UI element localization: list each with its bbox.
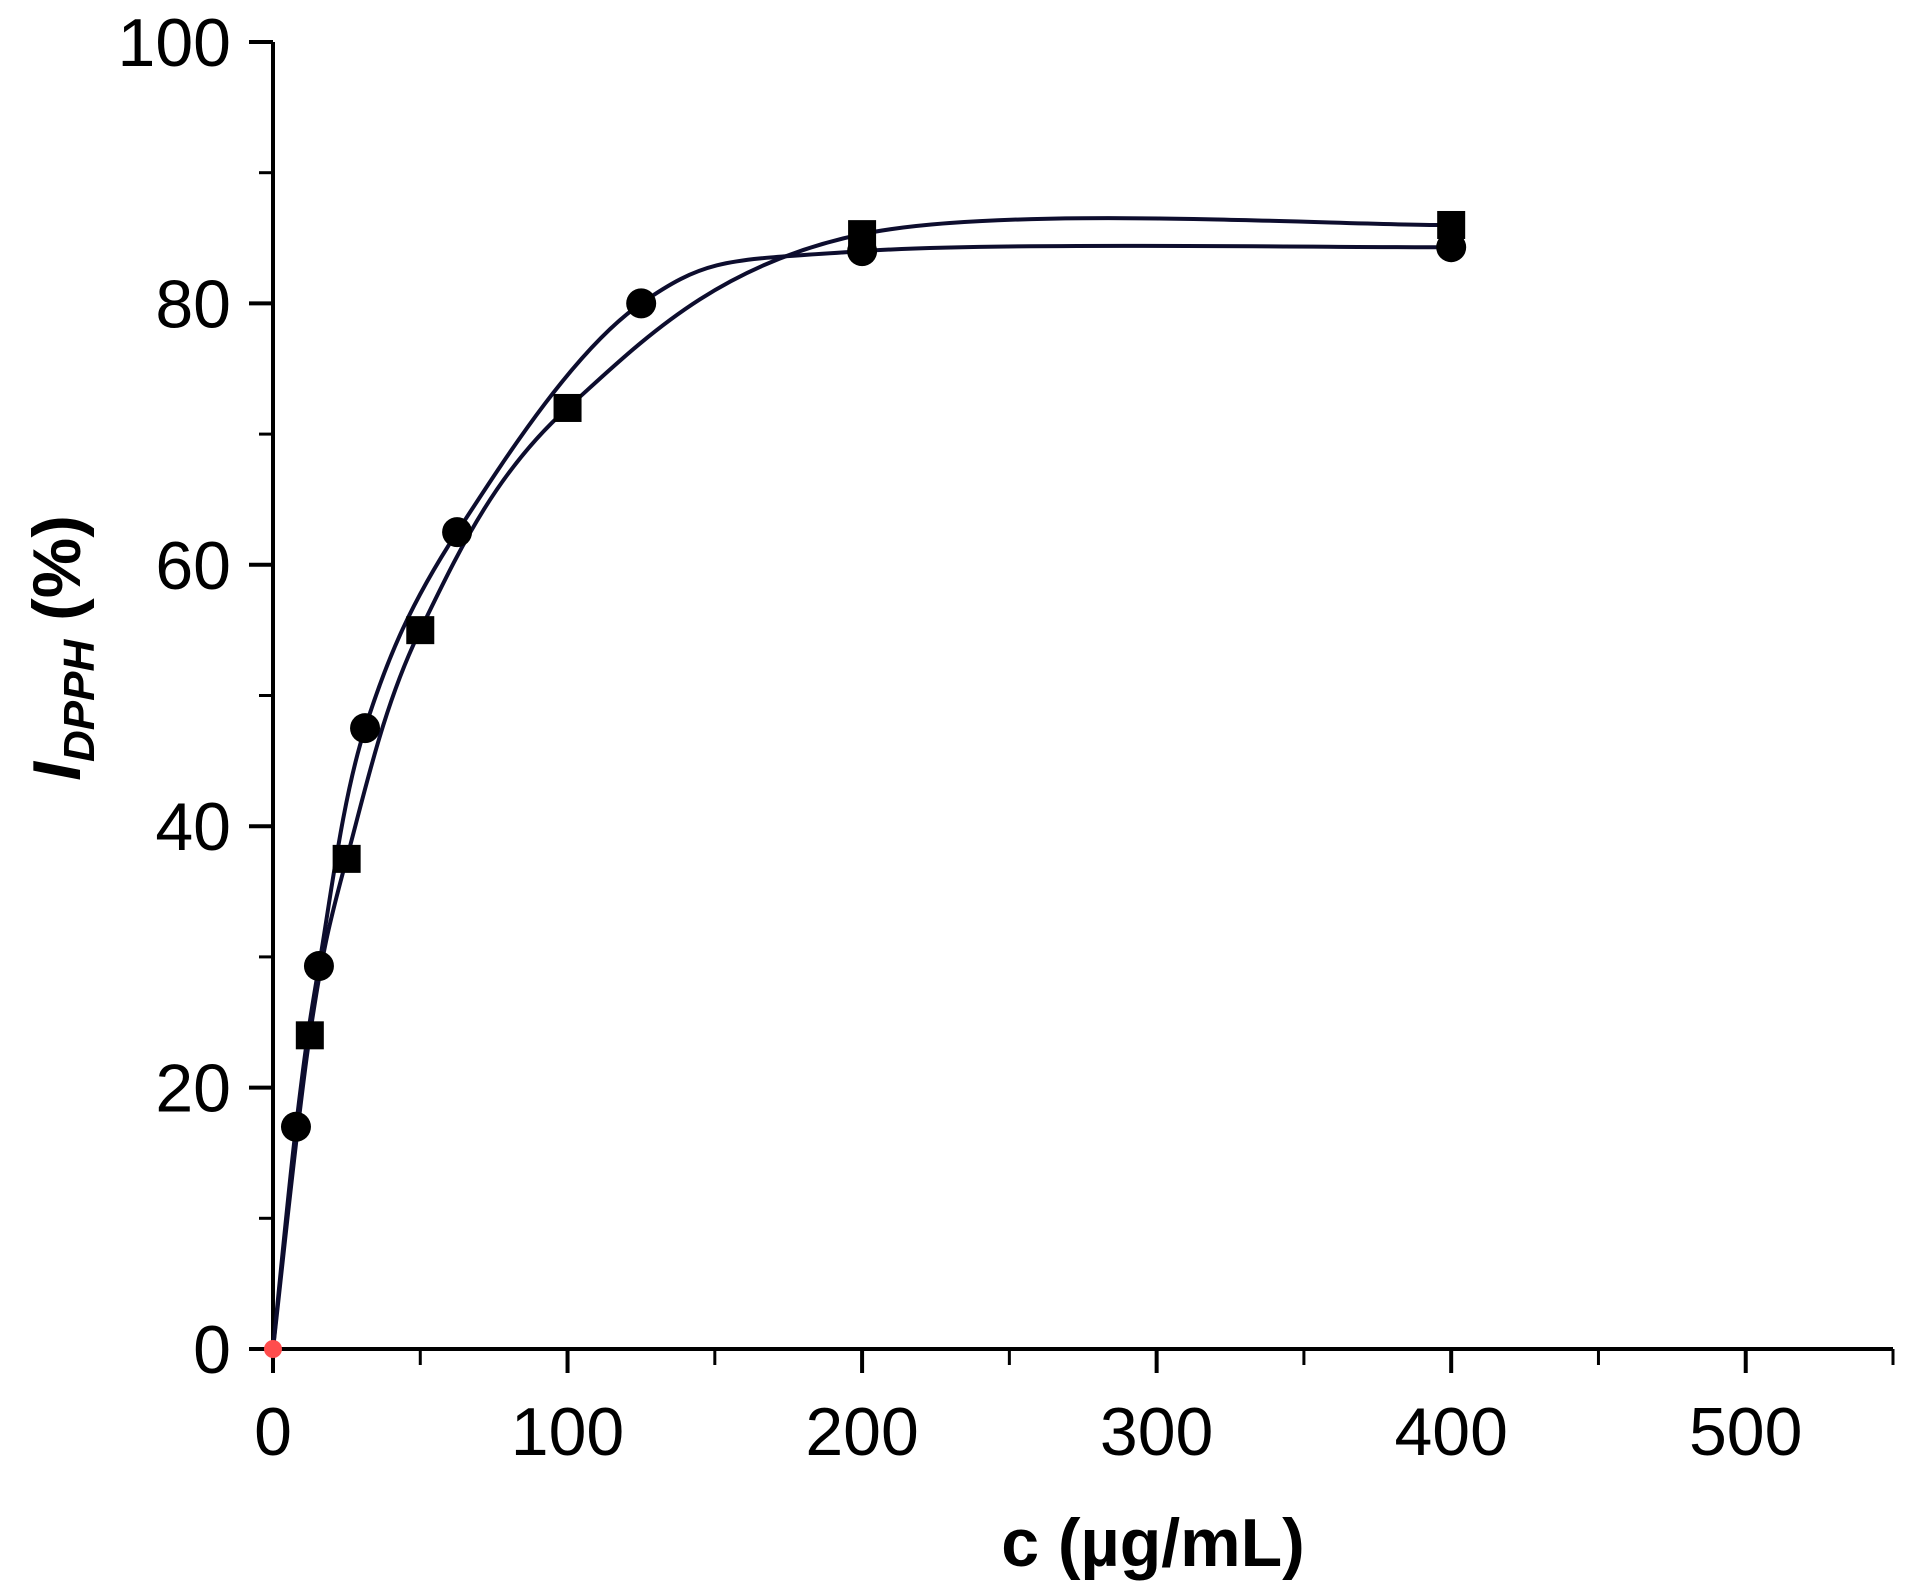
x-tick-label: 400 — [1394, 1394, 1507, 1470]
fit-curves — [271, 216, 1452, 1350]
y-axis-title-main: I — [19, 760, 95, 781]
x-tick-label: 200 — [805, 1394, 918, 1470]
square-marker — [406, 616, 435, 645]
square-marker — [553, 393, 582, 422]
y-tick-label: 20 — [155, 1051, 231, 1127]
x-tick-label: 500 — [1689, 1394, 1802, 1470]
axes — [271, 42, 1893, 1351]
y-tick-label: 80 — [155, 266, 231, 342]
circle-marker — [847, 236, 878, 267]
x-axis-title: c (µg/mL) — [1001, 1505, 1305, 1581]
circle-marker — [280, 1111, 311, 1142]
square-marker — [295, 1021, 324, 1050]
y-axis-title-subscript: DPPH — [55, 639, 104, 762]
y-tick-label: 0 — [193, 1312, 231, 1388]
circle-marker — [442, 517, 473, 548]
x-tick-label: 300 — [1100, 1394, 1213, 1470]
ticks: 0 100 200 300 400 500 0 20 40 60 80 100 — [118, 5, 1895, 1470]
circle-marker — [626, 288, 657, 319]
circle-marker — [303, 951, 334, 982]
fit-curve-square — [271, 216, 1452, 1350]
circle-marker — [1436, 232, 1467, 263]
circle-marker — [350, 713, 381, 744]
y-axis-title-unit: (%) — [19, 515, 95, 640]
y-tick-label: 40 — [155, 789, 231, 865]
origin-marker — [264, 1340, 282, 1358]
y-axis-title: IDPPH (%) — [19, 515, 104, 781]
x-tick-label: 0 — [254, 1394, 292, 1470]
fit-curve-circle — [271, 243, 1452, 1350]
square-marker — [332, 844, 361, 873]
x-tick-label: 100 — [511, 1394, 624, 1470]
y-tick-label: 100 — [118, 5, 231, 81]
data-markers — [264, 210, 1467, 1358]
y-tick-label: 60 — [155, 528, 231, 604]
